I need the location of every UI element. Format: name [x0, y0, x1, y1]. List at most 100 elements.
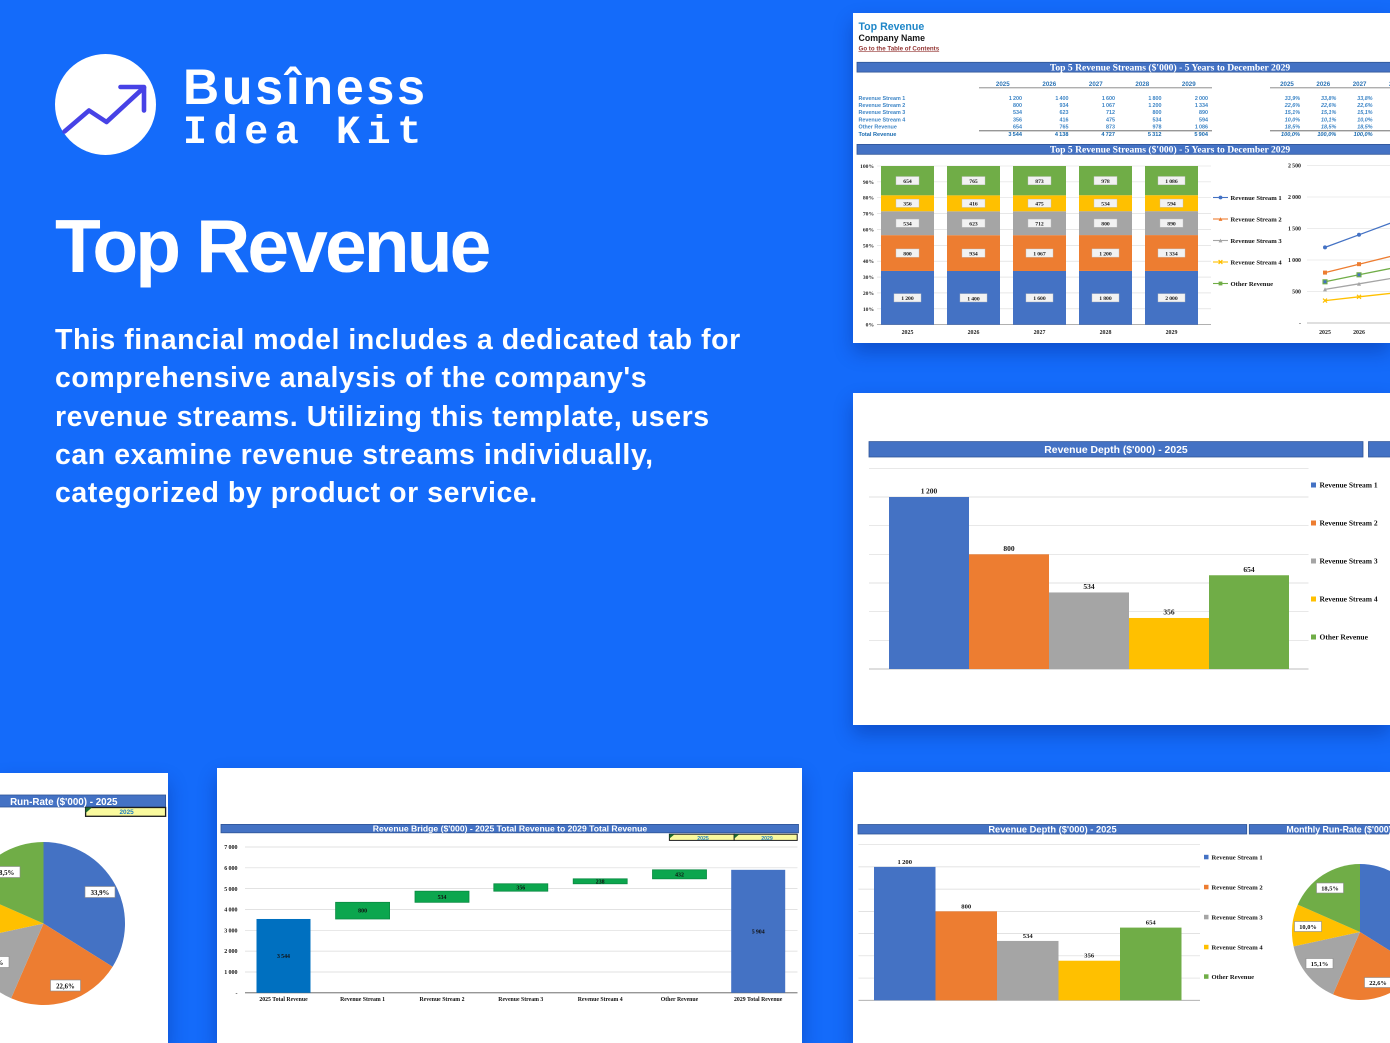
svg-text:356: 356	[1163, 608, 1175, 617]
svg-text:356: 356	[1013, 117, 1022, 123]
svg-text:356: 356	[1084, 953, 1095, 960]
svg-text:18,5%: 18,5%	[1321, 125, 1336, 131]
svg-text:800: 800	[1153, 110, 1162, 116]
svg-text:Top 5 Revenue Streams ($'000): Top 5 Revenue Streams ($'000) - 5 Years …	[1050, 62, 1291, 73]
svg-text:2027: 2027	[1034, 330, 1046, 336]
svg-text:1 200: 1 200	[921, 487, 938, 496]
svg-text:432: 432	[675, 872, 684, 878]
svg-text:18,5%: 18,5%	[1285, 125, 1300, 131]
svg-text:654: 654	[1146, 920, 1157, 927]
svg-text:1 800: 1 800	[1148, 96, 1161, 102]
svg-text:15,1%: 15,1%	[1321, 110, 1336, 116]
svg-text:1 600: 1 600	[1102, 96, 1115, 102]
svg-text:934: 934	[1060, 103, 1069, 109]
svg-text:2025: 2025	[996, 81, 1010, 88]
svg-text:2025 Total Revenue: 2025 Total Revenue	[259, 997, 308, 1003]
svg-text:5 904: 5 904	[1194, 132, 1208, 138]
svg-text:1 400: 1 400	[1055, 96, 1068, 102]
svg-text:4 727: 4 727	[1101, 132, 1115, 138]
svg-text:1 000: 1 000	[1288, 258, 1301, 264]
svg-text:22,6%: 22,6%	[1356, 103, 1372, 109]
svg-text:-: -	[1299, 321, 1301, 327]
svg-text:2 000: 2 000	[1195, 96, 1208, 102]
svg-text:594: 594	[1199, 117, 1208, 123]
svg-text:765: 765	[969, 179, 978, 185]
svg-text:10,1%: 10,1%	[1321, 117, 1336, 123]
svg-text:Revenue Stream 1: Revenue Stream 1	[1231, 195, 1282, 202]
svg-text:800: 800	[903, 251, 912, 257]
svg-text:2025: 2025	[697, 836, 709, 842]
svg-text:873: 873	[1035, 179, 1044, 185]
svg-text:33,9%: 33,9%	[91, 890, 110, 897]
svg-text:2025: 2025	[902, 330, 914, 336]
svg-text:Top Revenue: Top Revenue	[859, 21, 925, 33]
svg-text:2027: 2027	[1353, 81, 1367, 88]
svg-text:416: 416	[969, 202, 978, 208]
svg-text:534: 534	[1013, 110, 1022, 116]
svg-text:873: 873	[1106, 125, 1115, 131]
svg-text:2026: 2026	[1353, 330, 1365, 336]
svg-text:33,8%: 33,8%	[1321, 96, 1336, 102]
svg-text:5 904: 5 904	[752, 929, 765, 935]
svg-text:978: 978	[1101, 179, 1110, 185]
svg-text:1 086: 1 086	[1195, 125, 1208, 131]
svg-text:Revenue Stream 4: Revenue Stream 4	[1212, 944, 1264, 951]
svg-text:2027: 2027	[1089, 81, 1103, 88]
svg-text:2026: 2026	[1316, 81, 1330, 88]
svg-text:534: 534	[1101, 202, 1110, 208]
svg-text:30%: 30%	[863, 275, 875, 281]
svg-text:Revenue Depth ($'000) - 2025: Revenue Depth ($'000) - 2025	[1044, 445, 1188, 456]
svg-text:22,6%: 22,6%	[56, 983, 75, 990]
svg-text:2029: 2029	[1166, 330, 1178, 336]
svg-text:800: 800	[1013, 103, 1022, 109]
svg-text:15,1%: 15,1%	[1357, 110, 1372, 116]
svg-text:2028: 2028	[1100, 330, 1112, 336]
svg-text:800: 800	[358, 909, 367, 915]
svg-text:2029 Total Revenue: 2029 Total Revenue	[734, 997, 783, 1003]
svg-text:623: 623	[969, 222, 978, 228]
svg-text:Revenue Stream 1: Revenue Stream 1	[340, 997, 385, 1003]
svg-text:100,0%: 100,0%	[1354, 132, 1373, 138]
svg-text:6 000: 6 000	[224, 866, 237, 872]
svg-text:18,5%: 18,5%	[0, 870, 15, 877]
svg-text:534: 534	[1083, 582, 1095, 591]
svg-text:1 200: 1 200	[1148, 103, 1161, 109]
svg-text:356: 356	[903, 202, 912, 208]
svg-text:60%: 60%	[863, 227, 875, 233]
svg-text:1 600: 1 600	[1033, 296, 1046, 302]
svg-text:Revenue Stream 3: Revenue Stream 3	[1231, 238, 1283, 245]
svg-text:594: 594	[1167, 202, 1176, 208]
svg-text:Revenue Stream 3: Revenue Stream 3	[498, 997, 543, 1003]
svg-text:1 200: 1 200	[897, 859, 912, 866]
svg-text:100,0%: 100,0%	[1317, 132, 1336, 138]
svg-text:80%: 80%	[863, 196, 875, 202]
svg-text:623: 623	[1060, 110, 1069, 116]
svg-text:1 067: 1 067	[1102, 103, 1115, 109]
svg-text:18,5%: 18,5%	[1357, 125, 1372, 131]
svg-text:33,9%: 33,9%	[1285, 96, 1300, 102]
svg-text:70%: 70%	[863, 212, 875, 218]
svg-text:Other Revenue: Other Revenue	[1212, 974, 1255, 981]
svg-text:765: 765	[1060, 125, 1069, 131]
svg-text:Revenue Stream 1: Revenue Stream 1	[1212, 854, 1263, 861]
svg-text:475: 475	[1035, 202, 1044, 208]
svg-text:22,6%: 22,6%	[1369, 980, 1387, 987]
svg-text:978: 978	[1153, 125, 1162, 131]
svg-text:Other Revenue: Other Revenue	[859, 125, 897, 131]
svg-text:100%: 100%	[860, 164, 874, 170]
svg-text:654: 654	[903, 179, 912, 185]
svg-text:Other Revenue: Other Revenue	[661, 997, 699, 1003]
svg-text:Revenue Stream 2: Revenue Stream 2	[420, 997, 465, 1003]
svg-text:712: 712	[1035, 222, 1044, 228]
svg-text:100,0%: 100,0%	[1281, 132, 1300, 138]
svg-text:Revenue Stream 3: Revenue Stream 3	[1320, 557, 1378, 566]
svg-text:15,1%: 15,1%	[1285, 110, 1300, 116]
svg-text:7 000: 7 000	[224, 845, 237, 851]
svg-text:534: 534	[903, 222, 912, 228]
svg-text:15,1%: 15,1%	[0, 960, 4, 967]
svg-text:475: 475	[1106, 117, 1115, 123]
svg-text:712: 712	[1106, 110, 1115, 116]
svg-text:Monthly Run-Rate ($'000) - 202: Monthly Run-Rate ($'000) - 2025	[1286, 824, 1390, 834]
svg-text:890: 890	[1167, 222, 1176, 228]
svg-text:2029: 2029	[1182, 81, 1196, 88]
